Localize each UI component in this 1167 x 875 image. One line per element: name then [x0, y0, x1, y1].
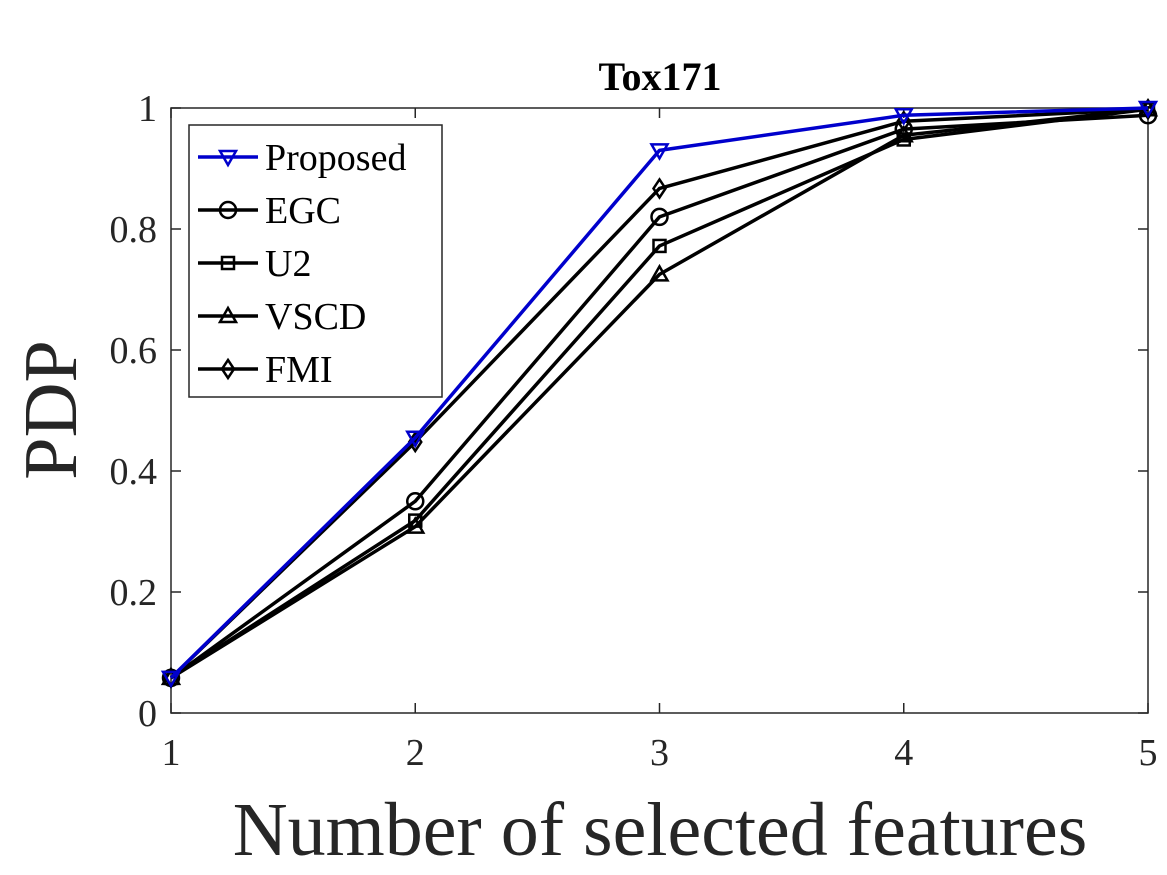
series-line	[169, 107, 1149, 680]
data-point	[1137, 100, 1159, 119]
legend-box	[188, 124, 443, 398]
y-axis: 0 0.2 0.4 0.6 0.8 1	[110, 88, 1148, 735]
x-tick-label: 3	[650, 732, 669, 774]
data-point	[652, 238, 667, 254]
y-tick-label: 0.6	[110, 330, 158, 372]
legend-marker	[220, 255, 236, 271]
legend-label: FMI	[265, 349, 333, 391]
data-point	[160, 670, 182, 689]
legend-item: Proposed	[198, 137, 406, 179]
x-tick-label: 5	[1139, 732, 1158, 774]
series-layer	[160, 97, 1159, 690]
data-point	[651, 177, 668, 200]
legend-marker	[218, 200, 238, 220]
series-proposed	[160, 100, 1159, 689]
legend-label: U2	[265, 243, 311, 285]
chart-title: Tox171	[598, 54, 721, 99]
legend-label: EGC	[265, 190, 341, 232]
series-line	[170, 107, 1149, 680]
y-tick-label: 1	[138, 88, 157, 130]
series-line	[170, 107, 1149, 680]
legend-marker	[217, 149, 239, 168]
x-tick-label: 4	[894, 732, 913, 774]
y-tick-label: 0.4	[110, 451, 158, 493]
series-line	[169, 106, 1149, 680]
y-tick-label: 0.8	[110, 209, 158, 251]
data-point	[650, 207, 669, 227]
data-point	[893, 124, 914, 143]
legend-item: EGC	[198, 190, 341, 232]
x-axis-label: Number of selected features	[233, 788, 1088, 872]
y-tick-label: 0.2	[110, 572, 158, 614]
legend-item: FMI	[198, 349, 333, 391]
legend-item: U2	[198, 243, 311, 285]
series-line	[169, 113, 1149, 680]
legend-label: VSCD	[265, 296, 366, 338]
x-tick-label: 2	[406, 732, 425, 774]
data-point	[649, 263, 670, 282]
y-tick-label: 0	[138, 693, 157, 735]
legend-label: Proposed	[265, 137, 406, 179]
data-point	[405, 516, 426, 534]
legend: Proposed EGC U2 VSCD FMI	[188, 124, 443, 398]
x-tick-label: 1	[162, 732, 181, 774]
x-axis: 1 2 3 4 5	[162, 108, 1158, 774]
legend-marker	[220, 357, 236, 381]
data-point	[405, 430, 426, 449]
legend-item: VSCD	[198, 296, 366, 338]
data-point	[893, 108, 914, 126]
data-point	[649, 143, 670, 161]
data-point	[406, 492, 425, 511]
y-axis-label: PDP	[9, 340, 93, 479]
legend-marker	[217, 305, 239, 324]
